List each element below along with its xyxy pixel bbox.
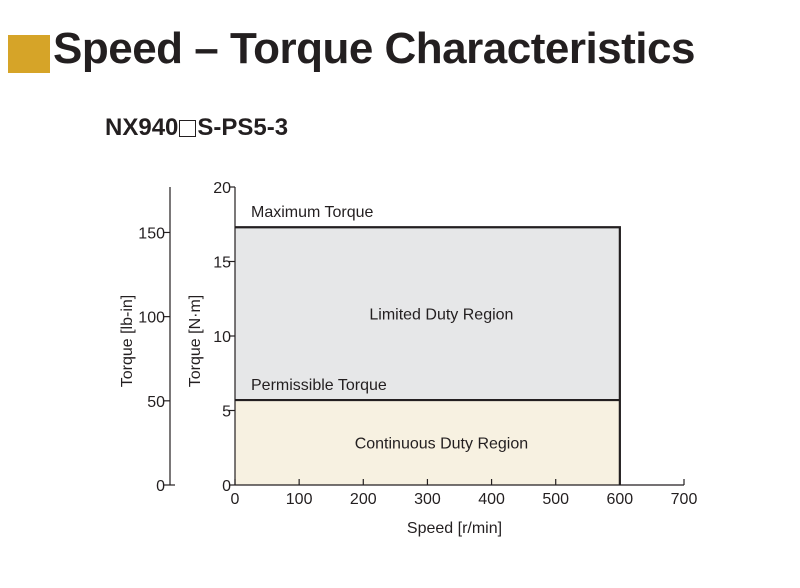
x-tick-label: 600 (607, 491, 634, 508)
y-tick-label: 15 (213, 255, 231, 272)
region-fill-1 (235, 400, 620, 485)
series-label-1: Permissible Torque (251, 377, 387, 394)
x-tick-label: 400 (478, 491, 505, 508)
x-tick-label: 200 (350, 491, 377, 508)
model-prefix: NX940 (105, 114, 179, 141)
y2-tick-label: 50 (147, 394, 165, 411)
model-number: NX940 S-PS5-3 (105, 114, 288, 142)
y2-tick-label: 100 (138, 310, 165, 327)
x-axis-title: Speed [r/min] (407, 520, 502, 537)
region-label-0: Limited Duty Region (369, 307, 513, 324)
placeholder-box-icon (179, 119, 197, 137)
region-label-1: Continuous Duty Region (355, 436, 528, 453)
y2-tick-label: 0 (156, 478, 165, 495)
model-suffix: S-PS5-3 (197, 114, 289, 141)
y-tick-label: 20 (213, 180, 231, 197)
header-accent-square (8, 35, 50, 73)
x-tick-label: 500 (542, 491, 569, 508)
region-fill-0 (235, 227, 620, 401)
y-tick-label: 5 (222, 404, 231, 421)
page-title: Speed – Torque Characteristics (53, 24, 695, 73)
series-label-0: Maximum Torque (251, 204, 374, 221)
y-axis-title-primary: Torque [N·m] (187, 295, 204, 387)
x-tick-label: 300 (414, 491, 441, 508)
y-tick-label: 10 (213, 329, 231, 346)
y-tick-label: 0 (222, 478, 231, 495)
y-axis-title-secondary: Torque [lb-in] (119, 295, 136, 388)
y2-tick-label: 150 (138, 225, 165, 242)
x-tick-label: 700 (671, 491, 698, 508)
x-tick-label: 100 (286, 491, 313, 508)
x-tick-label: 0 (231, 491, 240, 508)
